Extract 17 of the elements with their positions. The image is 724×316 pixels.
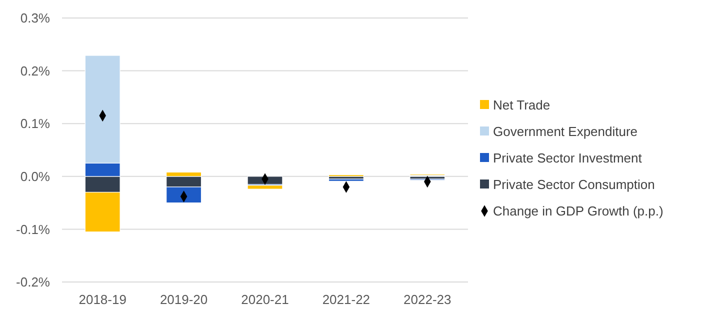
y-tick-label: 0.3%	[20, 10, 50, 26]
x-tick-label: 2020-21	[241, 292, 289, 307]
y-tick-label: 0.0%	[20, 168, 50, 184]
legend-label: Private Sector Investment	[493, 150, 642, 166]
legend-label: Change in GDP Growth (p.p.)	[493, 204, 664, 219]
legend-label: Government Expenditure	[493, 124, 638, 140]
x-tick-label: 2022-23	[404, 292, 452, 307]
y-tick-label: -0.2%	[16, 274, 50, 290]
y-tick-label: 0.2%	[20, 63, 50, 78]
legend-label: Net Trade	[493, 98, 550, 113]
legend-label: Private Sector Consumption	[493, 177, 655, 192]
bar	[328, 178, 364, 182]
y-tick-label: -0.1%	[16, 222, 50, 237]
x-tick-label: 2021-22	[322, 292, 370, 307]
x-tick-label: 2019-20	[160, 292, 208, 307]
y-tick-label: 0.1%	[20, 116, 50, 132]
x-tick-label: 2018-19	[78, 292, 126, 307]
